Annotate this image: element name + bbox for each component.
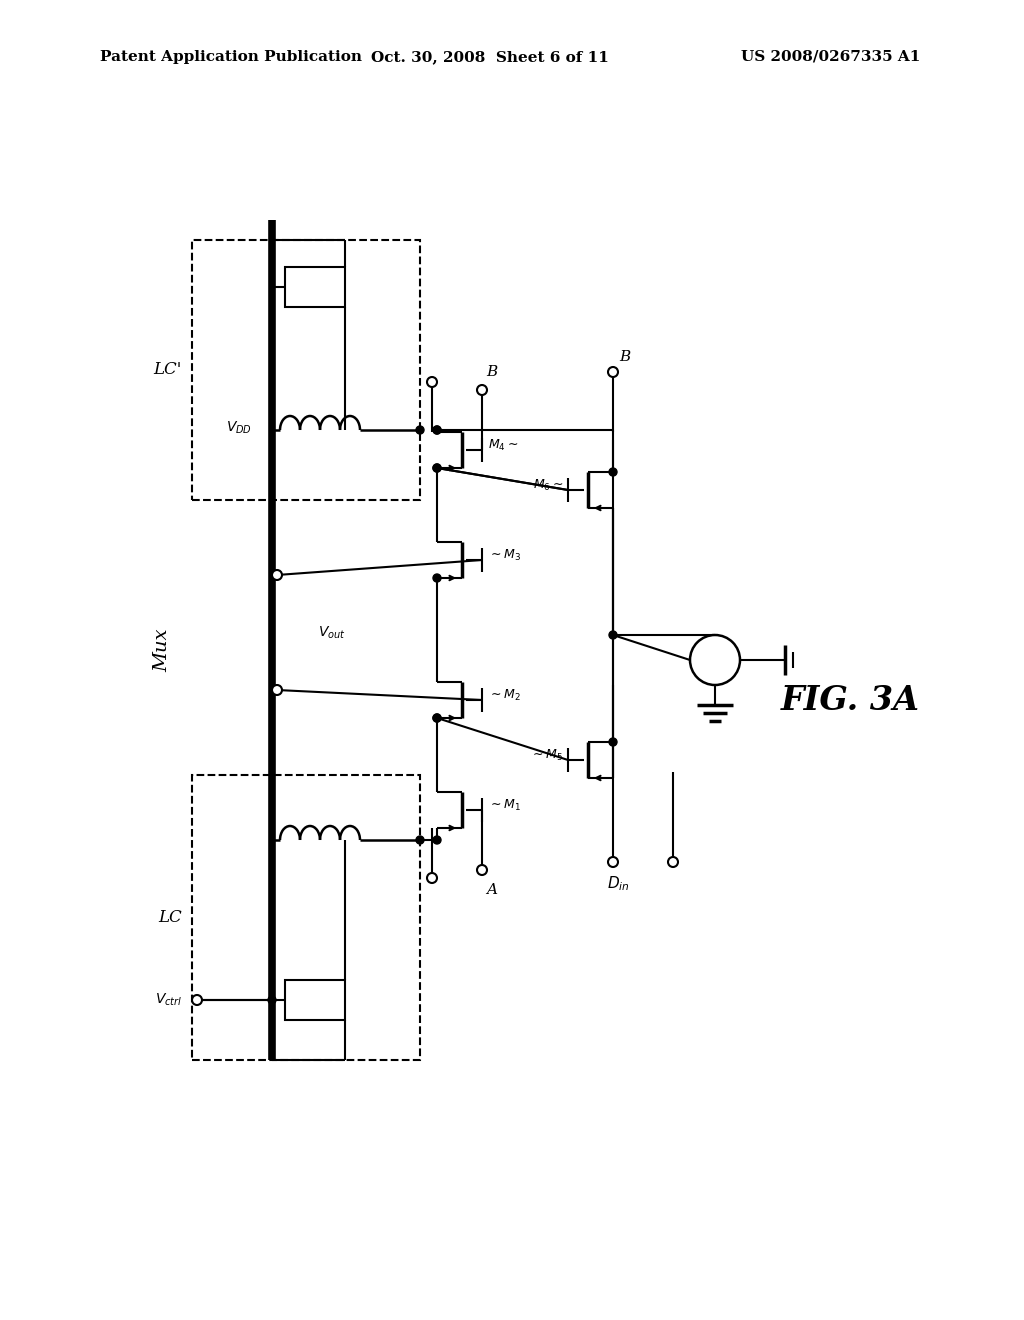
Text: $M_4{\sim}$: $M_4{\sim}$ (488, 437, 518, 453)
Text: FIG. 3A: FIG. 3A (780, 684, 920, 717)
Circle shape (477, 385, 487, 395)
Text: Oct. 30, 2008  Sheet 6 of 11: Oct. 30, 2008 Sheet 6 of 11 (371, 50, 609, 63)
Text: ${\sim}M_2$: ${\sim}M_2$ (488, 688, 521, 702)
Circle shape (427, 378, 437, 387)
Circle shape (477, 865, 487, 875)
Text: $D_{in}$: $D_{in}$ (606, 875, 630, 894)
Circle shape (416, 426, 424, 434)
Bar (193, 240, 420, 500)
Circle shape (690, 635, 740, 685)
Text: ${\sim}M_5$: ${\sim}M_5$ (530, 747, 563, 763)
Text: B: B (620, 350, 631, 364)
Circle shape (416, 836, 424, 843)
Circle shape (433, 426, 441, 434)
Circle shape (433, 426, 441, 434)
Text: B: B (486, 366, 498, 379)
Circle shape (272, 685, 282, 696)
Text: Mux: Mux (153, 628, 171, 672)
Circle shape (272, 570, 282, 579)
Circle shape (433, 465, 441, 473)
Bar (285, 267, 345, 308)
Text: $M_6{\sim}$: $M_6{\sim}$ (532, 478, 563, 492)
Circle shape (609, 469, 617, 477)
Circle shape (433, 714, 441, 722)
Circle shape (433, 714, 441, 722)
Text: ${\sim}M_3$: ${\sim}M_3$ (488, 548, 521, 562)
Circle shape (433, 836, 441, 843)
Text: US 2008/0267335 A1: US 2008/0267335 A1 (740, 50, 920, 63)
Bar (193, 775, 420, 1060)
Circle shape (268, 997, 276, 1005)
Text: A: A (486, 883, 498, 898)
Text: $V_{out}$: $V_{out}$ (318, 624, 346, 640)
Text: Patent Application Publication: Patent Application Publication (100, 50, 362, 63)
Circle shape (433, 465, 441, 473)
Bar (285, 979, 345, 1020)
Text: LC: LC (159, 909, 182, 927)
Circle shape (433, 574, 441, 582)
Text: ${\sim}M_1$: ${\sim}M_1$ (488, 797, 521, 813)
Circle shape (668, 857, 678, 867)
Text: $V_{DD}$: $V_{DD}$ (226, 420, 252, 436)
Circle shape (427, 873, 437, 883)
Text: LC': LC' (154, 362, 182, 379)
Circle shape (608, 857, 618, 867)
Circle shape (609, 738, 617, 746)
Circle shape (193, 995, 202, 1005)
Text: $V_{ctrl}$: $V_{ctrl}$ (155, 991, 182, 1008)
Circle shape (608, 367, 618, 378)
Circle shape (609, 631, 617, 639)
